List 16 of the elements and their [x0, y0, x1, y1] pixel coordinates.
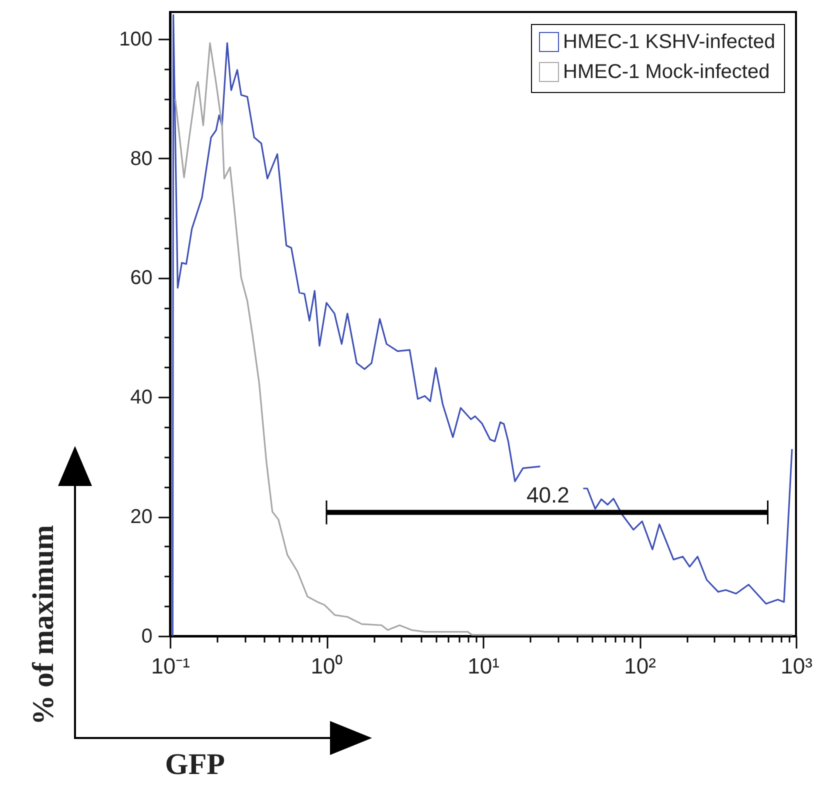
y-tick-label: 100	[119, 28, 152, 50]
x-axis-title: GFP	[165, 748, 225, 782]
y-tick-label: 0	[141, 626, 152, 648]
x-tick-label: 10³	[780, 654, 812, 678]
y-tick-label: 40	[130, 386, 152, 409]
x-tick-label: 10²	[624, 654, 656, 678]
y-tick-label: 80	[130, 148, 152, 170]
y-tick-label: 60	[130, 267, 152, 290]
y-axis-title: % of maximum	[27, 525, 61, 725]
legend-label: HMEC-1 KSHV-infected	[563, 31, 776, 53]
y-tick-label: 20	[130, 506, 152, 528]
legend-label: HMEC-1 Mock-infected	[563, 61, 770, 83]
x-tick-label: 10⁰	[310, 654, 344, 678]
annotation: 40.2	[526, 482, 570, 508]
x-tick-label: 10¹	[468, 654, 500, 678]
x-tick-label: 10⁻¹	[151, 654, 190, 678]
